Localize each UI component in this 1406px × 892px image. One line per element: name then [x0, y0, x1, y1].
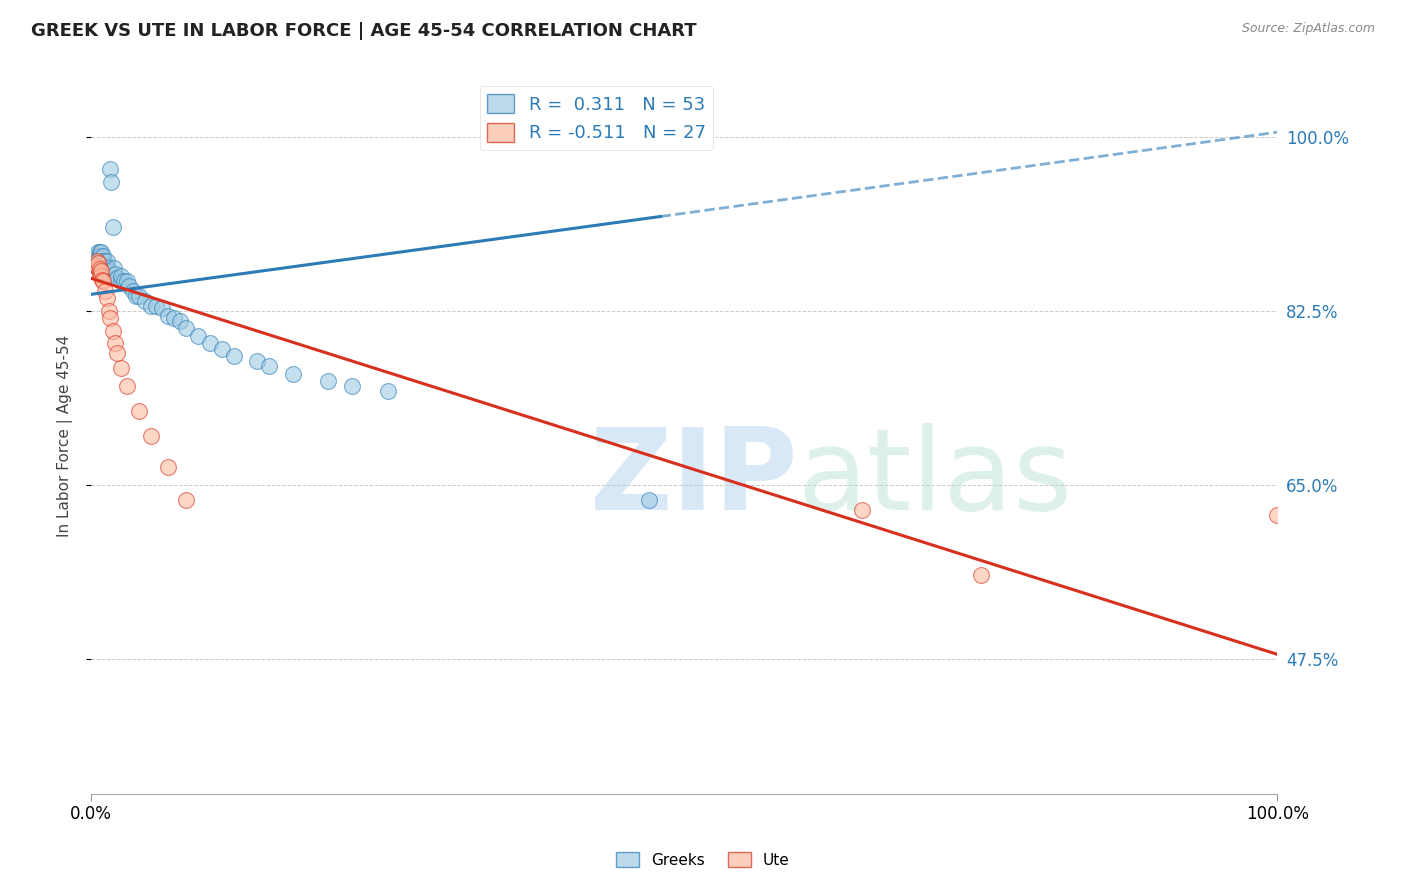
Point — [96, 291, 118, 305]
Point — [110, 274, 132, 288]
Point — [90, 254, 112, 268]
Point — [1267, 508, 1289, 523]
Point — [91, 260, 114, 274]
Point — [87, 261, 110, 276]
Point — [87, 244, 110, 259]
Point — [87, 256, 110, 270]
Point — [970, 567, 993, 582]
Point — [145, 299, 167, 313]
Point — [115, 274, 138, 288]
Point — [94, 264, 117, 278]
Point — [98, 304, 121, 318]
Point — [93, 254, 115, 268]
Point — [91, 250, 114, 264]
Point — [91, 274, 114, 288]
Point — [246, 354, 269, 368]
Point — [281, 367, 304, 381]
Point — [128, 403, 150, 417]
Point — [110, 360, 132, 375]
Point — [851, 503, 873, 517]
Point — [83, 260, 105, 274]
Point — [86, 254, 108, 268]
Point — [187, 329, 209, 343]
Point — [157, 309, 180, 323]
Point — [86, 254, 108, 268]
Point — [637, 493, 659, 508]
Point — [105, 346, 128, 360]
Point — [174, 321, 197, 335]
Point — [90, 244, 112, 259]
Point — [90, 269, 112, 284]
Point — [110, 269, 132, 284]
Point — [98, 311, 121, 326]
Point — [93, 260, 115, 274]
Legend: Greeks, Ute: Greeks, Ute — [610, 846, 796, 873]
Point — [98, 161, 121, 176]
Point — [90, 250, 112, 264]
Point — [134, 294, 156, 309]
Point — [100, 175, 122, 189]
Point — [104, 336, 127, 351]
Point — [98, 264, 121, 278]
Point — [118, 279, 141, 293]
Point — [101, 324, 124, 338]
Point — [211, 342, 233, 356]
Y-axis label: In Labor Force | Age 45-54: In Labor Force | Age 45-54 — [58, 334, 73, 537]
Point — [96, 260, 118, 274]
Point — [90, 273, 112, 287]
Point — [114, 274, 136, 288]
Point — [103, 261, 125, 276]
Point — [105, 271, 128, 285]
Text: atlas: atlas — [797, 423, 1073, 534]
Point — [169, 314, 191, 328]
Point — [163, 311, 186, 326]
Point — [121, 285, 143, 299]
Point — [198, 336, 221, 351]
Point — [152, 301, 174, 316]
Point — [139, 299, 162, 313]
Point — [87, 250, 110, 264]
Point — [222, 349, 245, 363]
Point — [342, 379, 364, 393]
Text: GREEK VS UTE IN LABOR FORCE | AGE 45-54 CORRELATION CHART: GREEK VS UTE IN LABOR FORCE | AGE 45-54 … — [31, 22, 696, 40]
Point — [377, 384, 399, 398]
Point — [89, 250, 111, 264]
Point — [157, 460, 180, 475]
Point — [89, 254, 111, 268]
Point — [257, 359, 280, 373]
Point — [90, 254, 112, 268]
Point — [91, 254, 114, 268]
Point — [174, 493, 197, 508]
Point — [115, 379, 138, 393]
Text: ZIP: ZIP — [589, 423, 799, 534]
Point — [318, 374, 340, 388]
Point — [90, 264, 112, 278]
Point — [97, 261, 120, 276]
Point — [89, 262, 111, 277]
Point — [104, 268, 127, 282]
Point — [125, 289, 148, 303]
Point — [86, 260, 108, 274]
Point — [96, 254, 118, 268]
Point — [89, 268, 111, 282]
Point — [89, 244, 111, 259]
Point — [128, 289, 150, 303]
Point — [101, 219, 124, 234]
Text: Source: ZipAtlas.com: Source: ZipAtlas.com — [1241, 22, 1375, 36]
Legend: R =  0.311   N = 53, R = -0.511   N = 27: R = 0.311 N = 53, R = -0.511 N = 27 — [479, 87, 713, 150]
Point — [94, 285, 117, 299]
Point — [139, 428, 162, 442]
